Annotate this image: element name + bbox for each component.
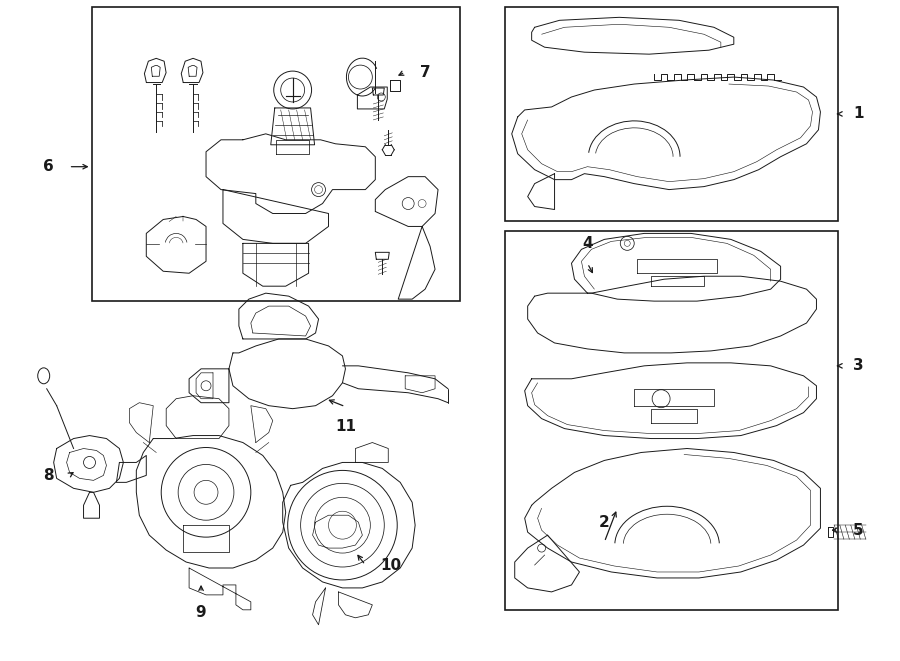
Text: 5: 5 <box>853 523 864 537</box>
Text: 2: 2 <box>599 515 609 530</box>
Text: 9: 9 <box>195 605 206 620</box>
Bar <box>92 7 460 301</box>
Text: 7: 7 <box>420 65 431 79</box>
Text: 3: 3 <box>853 358 864 373</box>
Text: 10: 10 <box>381 557 401 572</box>
Bar <box>505 7 839 221</box>
Text: 6: 6 <box>43 159 54 175</box>
Text: 1: 1 <box>853 106 864 122</box>
Text: 11: 11 <box>335 418 356 434</box>
Text: 4: 4 <box>582 237 593 251</box>
Text: 8: 8 <box>43 468 54 483</box>
Bar <box>505 231 839 610</box>
